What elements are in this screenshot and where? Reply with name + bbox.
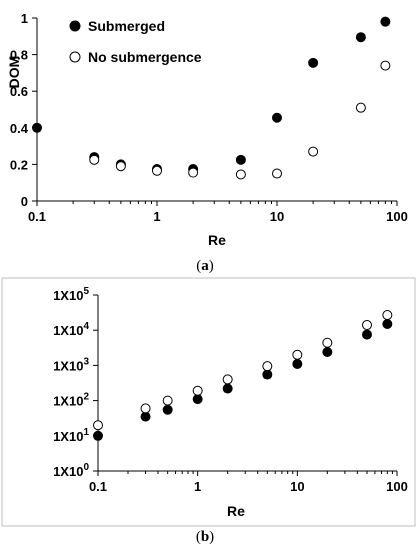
panel-b-filled-point xyxy=(361,329,372,340)
legend-no-submergence-label: No submergence xyxy=(88,49,202,65)
panel-a-y-tick-label: 1 xyxy=(21,11,28,26)
panel-a-caption: (a) xyxy=(196,258,214,274)
panel-a-filled-point xyxy=(380,16,391,27)
panel-b-open-point xyxy=(192,385,203,396)
panel-b-y-tick-label: 1X104 xyxy=(53,321,89,338)
panel-a-y-tick-label: 0.6 xyxy=(10,84,28,99)
panel-b-filled-point xyxy=(93,430,103,441)
panel-a-open-point xyxy=(272,168,282,179)
panel-a-open-point xyxy=(308,146,319,157)
panel-a-y-tick-label: 0.2 xyxy=(10,157,28,172)
panel-b-open-point xyxy=(262,361,273,372)
panel-a-filled-point xyxy=(32,122,42,133)
panel-b-open-point xyxy=(361,320,372,331)
panel-a-filled-point xyxy=(235,154,246,165)
panel-b-xlabel: Re xyxy=(227,503,245,519)
legend-no-submergence-marker xyxy=(69,51,81,63)
panel-b-x-tick-label: 10 xyxy=(290,479,304,494)
panel-a-y-tick-label: 0.4 xyxy=(10,121,29,136)
panel-a-open-point xyxy=(89,154,100,165)
panel-a-open-point xyxy=(355,102,366,113)
panel-a-x-tick-label: 1 xyxy=(153,209,160,224)
panel-b-open-point xyxy=(162,395,173,406)
panel-a: 0.1 1 10 100 0 0.2 0.4 0.6 0.8 1 Submerged No sub… xyxy=(6,11,408,274)
panel-b-x-tick-label: 0.1 xyxy=(89,479,107,494)
panel-b-filled-point xyxy=(192,394,203,405)
legend: Submerged No submergence xyxy=(69,18,202,65)
panel-a-xlabel: Re xyxy=(208,232,226,248)
panel-b-y-tick-label: 1X101 xyxy=(53,427,89,444)
panel-b-x-tick-label: 100 xyxy=(386,479,408,494)
panel-b-y-tick-label: 1X102 xyxy=(53,392,89,409)
legend-submerged-marker xyxy=(69,20,81,32)
panel-b-open-point xyxy=(93,420,103,431)
panel-a-ylabel: DOM xyxy=(6,56,22,89)
panel-a-y-tick-label: 0 xyxy=(21,194,28,209)
panel-b-filled-point xyxy=(262,369,273,380)
panel-b-filled-point xyxy=(292,358,303,369)
panel-a-filled-point xyxy=(272,112,282,123)
panel-a-x-tick-label: 0.1 xyxy=(28,209,46,224)
panel-b-x-tick-label: 1 xyxy=(194,479,201,494)
panel-b-open-point xyxy=(140,403,151,414)
panel-b-filled-point xyxy=(140,411,151,422)
panel-a-filled-point xyxy=(355,32,366,43)
panel-b-filled-point xyxy=(382,319,393,330)
panel-a-open-point xyxy=(380,60,391,71)
panel-b-filled-point xyxy=(162,404,173,415)
panel-a-plot: 0.1 1 10 100 0 0.2 0.4 0.6 0.8 1 xyxy=(10,11,408,224)
panel-b-y-tick-label: 1X100 xyxy=(53,462,89,479)
panel-a-open-point xyxy=(152,165,162,176)
panel-b-caption: (b) xyxy=(196,529,214,545)
panel-b-open-point xyxy=(322,337,333,348)
panel-b-frame xyxy=(1,277,416,527)
panel-b-open-point xyxy=(382,310,393,321)
panel-a-filled-point xyxy=(308,57,319,68)
panel-a-x-tick-label: 100 xyxy=(386,209,408,224)
panel-a-open-point xyxy=(115,161,126,172)
panel-a-x-tick-label: 10 xyxy=(270,209,284,224)
panel-b-y-tick-label: 1X105 xyxy=(53,286,89,303)
panel-b-filled-point xyxy=(322,347,333,358)
panel-a-open-point xyxy=(188,167,199,178)
panel-b-plot: 0.1 1 10 100 1X100 1X101 1X102 1X103 1X104 1X105 xyxy=(53,286,408,494)
panel-b-open-point xyxy=(292,349,303,360)
panel-b-y-tick-label: 1X103 xyxy=(53,356,89,373)
panel-b-filled-point xyxy=(222,383,233,394)
panel-b-open-point xyxy=(222,374,233,385)
legend-submerged-label: Submerged xyxy=(88,18,165,34)
panel-b: 0.1 1 10 1001X1001X1011X1021X1031X1041X105 … xyxy=(1,277,416,545)
panel-a-open-point xyxy=(235,169,246,180)
panel-a-y-tick-label: 0.8 xyxy=(10,48,28,63)
